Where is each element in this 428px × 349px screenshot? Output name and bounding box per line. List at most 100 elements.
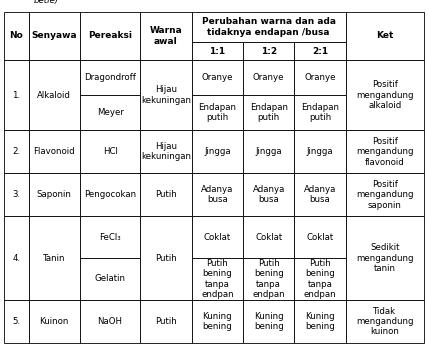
Bar	[294, 60, 346, 95]
Text: Positif
mengandung
alkaloid: Positif mengandung alkaloid	[356, 80, 413, 110]
Bar	[140, 12, 192, 60]
Text: Endapan
putih: Endapan putih	[301, 103, 339, 122]
Bar	[294, 42, 346, 60]
Text: Oranye: Oranye	[304, 73, 336, 82]
Bar	[4, 12, 29, 60]
Bar	[192, 12, 346, 42]
Text: Sedikit
mengandung
tanin: Sedikit mengandung tanin	[356, 243, 413, 273]
Text: Kuning
bening: Kuning bening	[202, 312, 232, 331]
Bar	[4, 216, 29, 300]
Bar	[140, 60, 192, 130]
Text: Positif
mengandung
flavonoid: Positif mengandung flavonoid	[356, 137, 413, 166]
Text: Oranye: Oranye	[253, 73, 285, 82]
Text: Putih: Putih	[155, 317, 177, 326]
Bar	[192, 300, 243, 343]
Bar	[243, 60, 294, 95]
Text: Dragondroff: Dragondroff	[84, 73, 136, 82]
Text: Adanya
busa: Adanya busa	[304, 185, 336, 205]
Bar	[140, 216, 192, 300]
Text: No: No	[9, 31, 23, 40]
Text: 5.: 5.	[12, 317, 21, 326]
Bar	[346, 12, 424, 60]
Bar	[346, 60, 424, 130]
Text: Kuinon: Kuinon	[39, 317, 69, 326]
Bar	[29, 300, 80, 343]
Text: Pereaksi: Pereaksi	[88, 31, 132, 40]
Bar	[294, 130, 346, 173]
Text: Meyer: Meyer	[97, 108, 124, 117]
Text: Perubahan warna dan ada
tidaknya endapan /busa: Perubahan warna dan ada tidaknya endapan…	[202, 17, 336, 37]
Text: Gelatin: Gelatin	[95, 274, 125, 283]
Bar	[346, 130, 424, 173]
Bar	[80, 258, 140, 300]
Text: 2.: 2.	[12, 147, 21, 156]
Text: Saponin: Saponin	[37, 190, 72, 199]
Text: 4.: 4.	[12, 254, 21, 262]
Text: Hijau
kekuningan: Hijau kekuningan	[141, 86, 191, 105]
Bar	[192, 130, 243, 173]
Text: 1:1: 1:1	[209, 46, 226, 55]
Text: Oranye: Oranye	[202, 73, 233, 82]
Text: NaOH: NaOH	[98, 317, 122, 326]
Bar	[243, 173, 294, 216]
Text: 1.: 1.	[12, 90, 21, 99]
Text: Coklat: Coklat	[306, 233, 334, 242]
Bar	[243, 300, 294, 343]
Text: Tanin: Tanin	[43, 254, 65, 262]
Bar	[4, 60, 29, 130]
Text: Putih
bening
tanpa
endpan: Putih bening tanpa endpan	[304, 259, 336, 299]
Bar	[243, 258, 294, 300]
Bar	[243, 95, 294, 130]
Text: Kuning
bening: Kuning bening	[254, 312, 284, 331]
Text: Coklat: Coklat	[204, 233, 231, 242]
Text: Flavonoid: Flavonoid	[33, 147, 75, 156]
Text: FeCl₃: FeCl₃	[99, 233, 121, 242]
Text: Endapan
putih: Endapan putih	[198, 103, 236, 122]
Text: Putih
bening
tanpa
endpan: Putih bening tanpa endpan	[253, 259, 285, 299]
Bar	[243, 130, 294, 173]
Text: Jingga: Jingga	[307, 147, 333, 156]
Text: Alkaloid: Alkaloid	[37, 90, 71, 99]
Text: Warna
awal: Warna awal	[150, 26, 182, 46]
Bar	[80, 216, 140, 258]
Text: HCl: HCl	[103, 147, 118, 156]
Bar	[4, 130, 29, 173]
Bar	[4, 300, 29, 343]
Text: Pengocokan: Pengocokan	[84, 190, 136, 199]
Bar	[80, 12, 140, 60]
Bar	[80, 130, 140, 173]
Text: Ket: Ket	[376, 31, 394, 40]
Bar	[29, 130, 80, 173]
Text: Adanya
busa: Adanya busa	[201, 185, 234, 205]
Text: Jingga: Jingga	[204, 147, 231, 156]
Text: Coklat: Coklat	[255, 233, 282, 242]
Bar	[346, 173, 424, 216]
Bar	[140, 130, 192, 173]
Bar	[346, 300, 424, 343]
Bar	[140, 173, 192, 216]
Text: Putih
bening
tanpa
endpan: Putih bening tanpa endpan	[201, 259, 234, 299]
Text: 3.: 3.	[12, 190, 21, 199]
Bar	[80, 60, 140, 95]
Text: Endapan
putih: Endapan putih	[250, 103, 288, 122]
Text: Senyawa: Senyawa	[31, 31, 77, 40]
Bar	[192, 95, 243, 130]
Text: Adanya
busa: Adanya busa	[253, 185, 285, 205]
Bar	[294, 95, 346, 130]
Text: Kuning
bening: Kuning bening	[305, 312, 335, 331]
Bar	[294, 300, 346, 343]
Bar	[346, 216, 424, 300]
Text: betle): betle)	[34, 0, 59, 5]
Text: Putih: Putih	[155, 254, 177, 262]
Bar	[140, 300, 192, 343]
Text: Putih: Putih	[155, 190, 177, 199]
Bar	[294, 173, 346, 216]
Bar	[243, 216, 294, 258]
Text: Jingga: Jingga	[256, 147, 282, 156]
Bar	[192, 258, 243, 300]
Bar	[192, 42, 243, 60]
Bar	[4, 173, 29, 216]
Bar	[192, 173, 243, 216]
Bar	[192, 216, 243, 258]
Bar	[29, 173, 80, 216]
